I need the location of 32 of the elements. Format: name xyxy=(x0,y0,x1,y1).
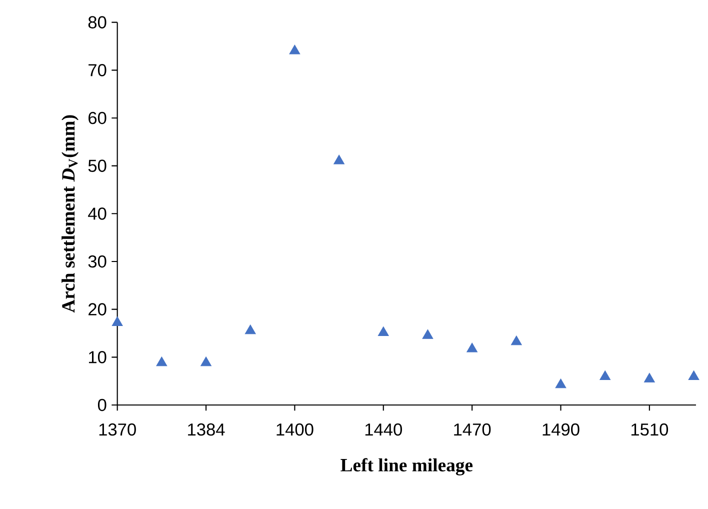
point xyxy=(289,44,300,54)
point xyxy=(555,378,566,388)
point xyxy=(466,342,478,352)
point xyxy=(644,372,655,382)
point xyxy=(688,370,700,380)
x-axis-title: Left line mileage xyxy=(340,458,473,476)
y-tick-label: 30 xyxy=(88,255,106,268)
y-tick-label: 60 xyxy=(88,112,106,124)
point xyxy=(600,370,611,380)
y-tick-label: 50 xyxy=(88,160,106,172)
point xyxy=(156,356,168,366)
y-tick-label: 70 xyxy=(88,64,106,76)
x-tick-label: 1490 xyxy=(542,423,580,436)
point xyxy=(112,316,123,326)
point xyxy=(244,324,256,334)
y-tick-label: 10 xyxy=(88,351,106,364)
point xyxy=(510,336,522,346)
point xyxy=(422,329,434,339)
y-tick-label: 0 xyxy=(98,398,106,412)
x-tick-label: 1384 xyxy=(188,423,225,436)
x-tick-label: 1510 xyxy=(631,423,668,436)
y-tick-label: 80 xyxy=(88,16,106,28)
point xyxy=(378,326,389,336)
x-tick-label: 1440 xyxy=(365,423,402,436)
x-tick-label: 1470 xyxy=(454,423,491,436)
y-tick-label: 20 xyxy=(88,303,106,316)
point xyxy=(200,356,212,366)
y-axis-title: Arch settlement D$_{V}$(mm) xyxy=(62,115,78,313)
x-tick-label: 1370 xyxy=(99,423,136,436)
y-tick-label: 40 xyxy=(88,208,106,220)
point xyxy=(334,154,345,164)
x-tick-label: 1400 xyxy=(276,423,314,436)
